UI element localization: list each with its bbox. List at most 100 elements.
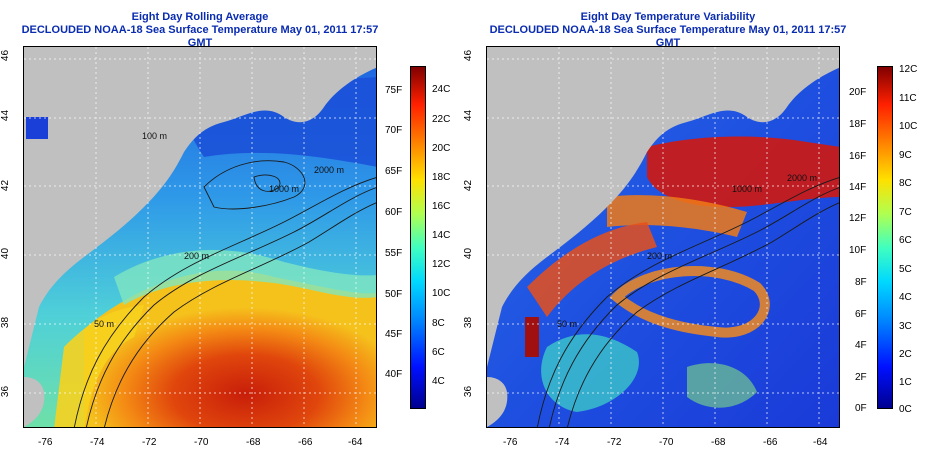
contour-label-100m: 100 m <box>142 131 167 141</box>
graticule <box>24 47 376 427</box>
cbar-f-label: 6F <box>855 309 867 320</box>
cbar-c-label: 10C <box>432 288 451 299</box>
left-title-line1: Eight Day Rolling Average <box>131 11 269 23</box>
cbar-f-label: 8F <box>855 277 867 288</box>
cbar-f-label: 12F <box>849 213 867 224</box>
lon-tick: -70 <box>659 437 674 448</box>
lat-tick: 40 <box>463 247 475 260</box>
gulf-stream-meander <box>609 266 770 338</box>
sst-average-map: 100 m 2000 m 1000 m 200 m 50 m <box>23 46 377 428</box>
shelf-warm-band <box>54 305 144 427</box>
cbar-f-label: 4F <box>855 340 867 351</box>
lon-tick: -74 <box>90 437 105 448</box>
lat-tick: 36 <box>0 385 12 398</box>
cbar-c-label: 16C <box>432 201 451 212</box>
land-mass <box>24 47 376 367</box>
contour-label-1000m: 1000 m <box>269 184 299 194</box>
contour-label-200m: 200 m <box>184 251 209 261</box>
cbar-f-label: 50F <box>385 289 403 300</box>
cbar-f-label: 18F <box>849 119 867 130</box>
cbar-f-label: 55F <box>385 248 403 259</box>
lon-tick: -66 <box>763 437 778 448</box>
lat-tick: 44 <box>463 109 475 122</box>
cbar-f-label: 20F <box>849 87 867 98</box>
lat-tick: 36 <box>463 385 475 398</box>
cyan-patch <box>541 334 639 412</box>
depth-contours <box>536 177 839 427</box>
cbar-c-label: 22C <box>432 114 451 125</box>
land-cape <box>24 377 45 427</box>
cbar-f-label: 2F <box>855 372 867 383</box>
contour-label-2000m: 2000 m <box>787 173 817 183</box>
contour-label-200m: 200 m <box>647 251 672 261</box>
cbar-c-label: 9C <box>899 150 912 161</box>
depth-contours <box>73 160 376 427</box>
cbar-c-label: 12C <box>899 64 918 75</box>
cbar-c-label: 4C <box>432 376 445 387</box>
lat-tick: 38 <box>0 316 12 329</box>
cbar-c-label: 5C <box>899 264 912 275</box>
lon-tick: -72 <box>607 437 622 448</box>
cbar-f-label: 0F <box>855 403 867 414</box>
sst-variability-map: 1000 m 2000 m 200 m 50 m <box>486 46 840 428</box>
contour-label-2000m: 2000 m <box>314 165 344 175</box>
moderate-variability-band <box>607 195 747 237</box>
inland-water <box>26 117 48 139</box>
cbar-c-label: 24C <box>432 84 451 95</box>
lon-tick: -72 <box>142 437 157 448</box>
right-title-line1: Eight Day Temperature Variability <box>580 11 756 23</box>
cbar-c-label: 14C <box>432 230 451 241</box>
green-patch <box>687 363 757 408</box>
cbar-c-label: 1C <box>899 377 912 388</box>
lat-tick: 38 <box>463 316 475 329</box>
cbar-f-label: 10F <box>849 245 867 256</box>
lat-tick: 46 <box>0 49 12 62</box>
cbar-f-label: 45F <box>385 329 403 340</box>
cbar-c-label: 8C <box>899 178 912 189</box>
land-mass <box>487 47 839 367</box>
cbar-c-label: 8C <box>432 318 445 329</box>
variability-colorbar <box>877 66 893 409</box>
coastal-bay-high <box>525 317 539 357</box>
cbar-f-label: 16F <box>849 151 867 162</box>
cbar-f-label: 60F <box>385 207 403 218</box>
land-cape <box>487 377 508 427</box>
contour-label-50m: 50 m <box>94 319 114 329</box>
cbar-c-label: 6C <box>432 347 445 358</box>
cbar-c-label: 11C <box>899 93 917 104</box>
cbar-c-label: 0C <box>899 404 912 415</box>
cbar-f-label: 14F <box>849 182 867 193</box>
lat-tick: 42 <box>0 179 12 192</box>
cbar-f-label: 70F <box>385 125 403 136</box>
high-variability-north <box>647 136 839 207</box>
cbar-f-label: 65F <box>385 166 403 177</box>
sst-variability-map-graphic: 1000 m 2000 m 200 m 50 m <box>487 47 839 427</box>
cbar-c-label: 6C <box>899 235 912 246</box>
cbar-c-label: 20C <box>432 143 451 154</box>
graticule <box>487 47 839 427</box>
cbar-f-label: 75F <box>385 85 403 96</box>
cbar-c-label: 4C <box>899 292 912 303</box>
cbar-c-label: 18C <box>432 172 451 183</box>
lon-tick: -64 <box>348 437 363 448</box>
cbar-c-label: 2C <box>899 349 912 360</box>
cbar-f-label: 40F <box>385 369 403 380</box>
cbar-c-label: 10C <box>899 121 918 132</box>
cbar-c-label: 7C <box>899 207 912 218</box>
lon-tick: -64 <box>813 437 828 448</box>
lat-tick: 42 <box>463 179 475 192</box>
gulf-stream-warm-region <box>84 270 376 427</box>
lon-tick: -68 <box>711 437 726 448</box>
lat-tick: 40 <box>0 247 12 260</box>
sst-colorbar <box>410 66 426 409</box>
lon-tick: -68 <box>246 437 261 448</box>
cbar-c-label: 12C <box>432 259 451 270</box>
slope-water <box>114 250 376 305</box>
cbar-c-label: 3C <box>899 321 912 332</box>
lat-tick: 46 <box>463 49 475 62</box>
contour-label-1000m: 1000 m <box>732 184 762 194</box>
lon-tick: -74 <box>555 437 570 448</box>
lon-tick: -76 <box>503 437 518 448</box>
lon-tick: -70 <box>194 437 209 448</box>
lat-tick: 44 <box>0 109 12 122</box>
